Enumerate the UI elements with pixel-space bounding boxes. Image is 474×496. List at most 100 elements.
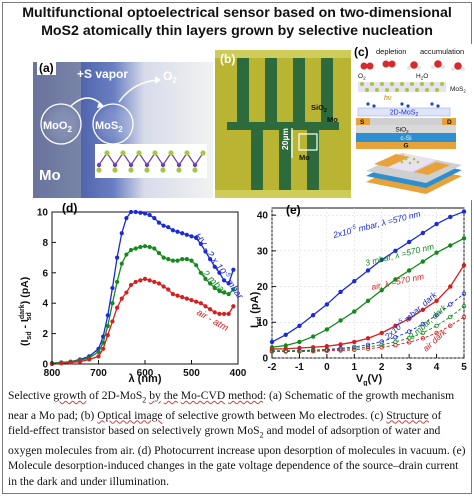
data-point	[324, 348, 330, 354]
title-line-2: MoS2 atomically thin layers grown by sel…	[41, 23, 433, 39]
data-point	[189, 234, 194, 239]
caption-text: Selective	[8, 389, 54, 402]
y-tick-label: 6	[42, 268, 48, 279]
caption-text: of selective growth between Mo electrode…	[162, 408, 387, 422]
caption-text: Mo-CVD	[180, 389, 226, 402]
data-point	[170, 258, 175, 263]
data-point	[324, 327, 330, 332]
data-point	[152, 246, 157, 251]
data-point	[208, 257, 213, 262]
panel-d: 800 700 600 500 400 0 2 4 6 8 10 (Isd - Idarksd) (…	[6, 200, 246, 386]
x-tick-label: -1	[295, 362, 304, 373]
x-tick-label: 0	[324, 362, 330, 373]
chart-e-ticks: -2 -1 0 1 2 3 4 5 0 10 20 30 40	[257, 211, 467, 373]
chart-d-ticks: 800 700 600 500 400 0 2 4 6 8 10	[37, 208, 246, 380]
data-point	[461, 209, 467, 214]
data-point	[406, 340, 412, 345]
chart-d-series	[49, 209, 236, 367]
data-point	[208, 281, 213, 286]
caption-sub: 2	[142, 395, 147, 405]
accumulation-label: accumulation	[420, 47, 464, 56]
caption-text: : (a) Schematic of the growth mechanism …	[8, 389, 455, 422]
data-point	[184, 232, 189, 237]
panel-c-label: (c)	[354, 45, 369, 59]
data-point	[133, 246, 138, 251]
x-tick-label: 2	[379, 362, 385, 373]
drain-label: D	[447, 119, 452, 126]
caption-text: of field-effect transistor based on sele…	[8, 408, 442, 438]
data-point	[434, 221, 439, 227]
data-point	[434, 323, 439, 329]
data-point	[166, 257, 171, 262]
data-point	[198, 241, 203, 247]
data-point	[297, 339, 302, 345]
data-point	[133, 279, 138, 285]
data-point	[124, 290, 129, 295]
data-point	[128, 209, 134, 215]
panel-c-device-model: depletion accumulation O2 H2O MoS2 hν	[352, 44, 472, 200]
panel-b-label: (b)	[220, 52, 236, 66]
x-tick-label: 500	[183, 368, 200, 379]
data-point	[461, 236, 467, 241]
data-point	[420, 230, 426, 236]
data-point	[393, 323, 398, 329]
data-point	[194, 263, 199, 268]
molecule-row	[360, 60, 465, 71]
data-point	[194, 299, 199, 304]
data-point	[365, 336, 371, 341]
data-point	[156, 220, 162, 225]
title-line-1: Multifunctional optoelectrical sensor ba…	[22, 5, 452, 21]
data-point	[393, 342, 398, 348]
caption-text: growth	[53, 389, 87, 402]
data-point	[156, 250, 162, 256]
data-point	[212, 310, 217, 315]
data-point	[161, 284, 166, 289]
data-point	[115, 305, 120, 310]
chart-e-xlabel: Vg(V)	[356, 373, 383, 386]
scale-label: 20µm	[280, 128, 290, 150]
data-point	[226, 281, 231, 286]
depletion-label: depletion	[376, 47, 406, 56]
data-point	[217, 311, 222, 316]
data-point	[283, 332, 288, 337]
data-point	[352, 309, 357, 314]
e-annotation-1: 2x10-5 mbar, λ =570 nm	[331, 209, 421, 241]
data-point	[170, 291, 175, 297]
data-point	[212, 285, 217, 291]
charge-dots	[366, 102, 440, 108]
data-point	[379, 342, 384, 347]
data-point	[59, 361, 64, 366]
data-point	[203, 276, 208, 281]
data-point	[101, 346, 106, 351]
data-point	[365, 298, 371, 304]
series-line	[272, 316, 465, 353]
panel-a-label: (a)	[37, 62, 56, 75]
data-point	[142, 211, 148, 216]
x-tick-label: 4	[434, 362, 440, 373]
data-point	[119, 261, 124, 266]
y-tick-label: 2	[42, 329, 48, 340]
data-point	[461, 262, 467, 268]
data-point	[406, 329, 412, 334]
data-point	[448, 284, 453, 289]
source-label: S	[360, 119, 365, 126]
y-tick-label: 40	[257, 211, 269, 222]
data-point	[461, 291, 467, 296]
zoom-box	[298, 133, 318, 151]
data-point	[310, 334, 316, 339]
data-point	[128, 247, 134, 253]
data-point	[147, 244, 152, 250]
data-point	[352, 347, 357, 352]
data-point	[231, 287, 236, 292]
data-point	[110, 301, 115, 306]
series-line	[51, 211, 234, 364]
data-point	[338, 342, 343, 347]
chart-d-ylabel: (Isd - Idarksd) (pA)	[19, 277, 33, 346]
y-tick-label: 10	[37, 208, 49, 219]
caption-text: by	[149, 389, 161, 402]
data-point	[434, 330, 439, 336]
caption-text: method	[228, 389, 263, 402]
device-cross-section	[356, 118, 456, 149]
data-point	[110, 319, 115, 324]
chart-d-xlabel: λ (nm)	[129, 373, 162, 385]
